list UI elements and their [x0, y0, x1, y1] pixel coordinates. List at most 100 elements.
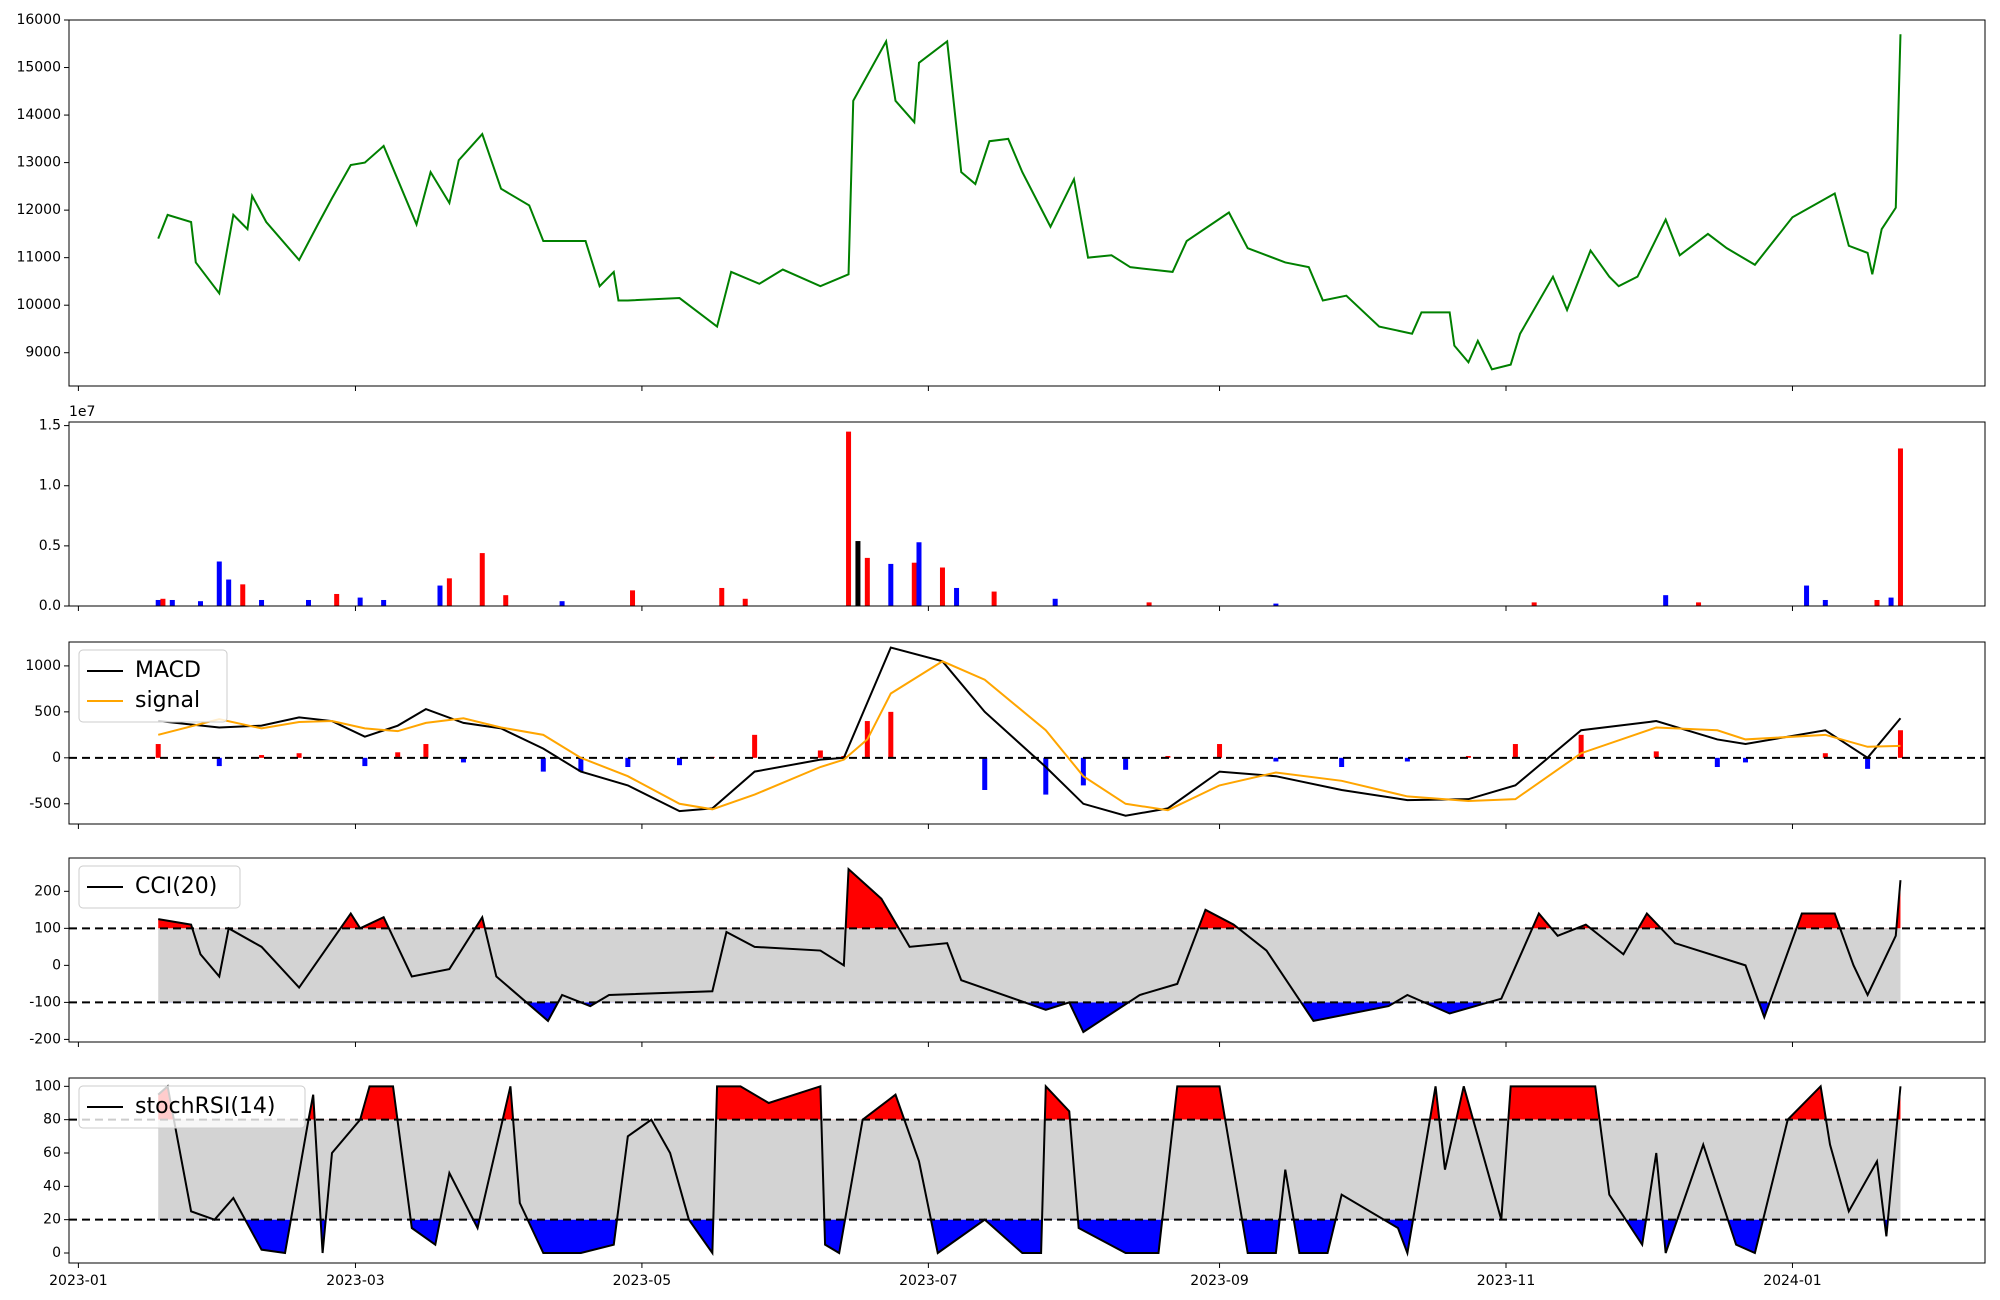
- indicator-line: [158, 866, 1902, 1034]
- axes-frame: [68, 19, 1986, 387]
- histogram-bar: [578, 757, 584, 772]
- histogram-bar: [625, 757, 631, 768]
- neutral-band: [158, 928, 1901, 1003]
- histogram-bar: [817, 750, 823, 758]
- y-tick-label: 500: [34, 704, 61, 720]
- panel: -500 0 500 1000 MACD signal: [25, 641, 1986, 829]
- histogram-bar: [460, 757, 466, 763]
- y-tick-label: 15000: [16, 60, 61, 76]
- volume-bar: [916, 542, 922, 606]
- y-tick-label: 100: [34, 1078, 61, 1094]
- volume-bar: [226, 579, 232, 606]
- y-tick-label: 16000: [16, 12, 61, 28]
- y-tick-label: 0.5: [39, 538, 61, 554]
- volume-bar: [216, 561, 222, 606]
- axes-frame: [68, 1077, 1986, 1264]
- volume-bar: [306, 599, 311, 606]
- histogram-bar: [1714, 757, 1720, 768]
- volume-bar: [864, 557, 870, 606]
- y-tick-label: 60: [43, 1145, 61, 1161]
- histogram-bar: [1865, 757, 1871, 769]
- histogram-bar: [1465, 755, 1471, 758]
- volume-bar: [334, 593, 340, 606]
- y-tick-label: 80: [43, 1112, 61, 1128]
- volume-bar: [357, 597, 363, 606]
- legend: MACD signal: [78, 649, 228, 723]
- price-line: [157, 34, 1902, 371]
- y-tick-label: 20: [43, 1212, 61, 1228]
- volume-bar: [240, 584, 246, 606]
- histogram-bar: [1653, 751, 1659, 758]
- volume-bar: [1822, 599, 1828, 606]
- histogram-bar: [1217, 744, 1223, 758]
- volume-bar: [630, 590, 636, 606]
- histogram-bar: [1578, 734, 1584, 758]
- legend-box: [78, 1085, 306, 1129]
- histogram-bar: [296, 753, 302, 758]
- axes-frame: [68, 421, 1986, 607]
- y-tick-label: 1000: [25, 658, 61, 674]
- volume-bar: [160, 598, 166, 606]
- histogram-bar: [395, 752, 401, 758]
- panel: 9000 10000 11000 12000 13000 14000 15000 16000: [16, 12, 1986, 391]
- plot-area: [157, 34, 1902, 371]
- y-tick-label: 11000: [16, 250, 61, 266]
- histogram-bar: [676, 757, 682, 766]
- indicator-line: [157, 1083, 1902, 1257]
- volume-bar: [1146, 602, 1152, 606]
- legend-box: [78, 649, 228, 723]
- y-tick-label: -100: [29, 994, 61, 1010]
- indicator-line: [158, 646, 1902, 817]
- volume-bar: [846, 431, 852, 606]
- x-tick-label: 2023-03: [326, 1273, 385, 1289]
- histogram-bar: [362, 757, 368, 767]
- panel: 0 20 40 60 80 100 2023-01 2023-03 2023-05 2023-07…: [34, 1077, 1986, 1289]
- plot-area: [69, 1083, 1985, 1257]
- legend-label: signal: [135, 688, 200, 713]
- legend-label: stochRSI(14): [135, 1094, 276, 1119]
- volume-bar: [259, 599, 265, 606]
- legend: stochRSI(14): [78, 1085, 306, 1129]
- axes-frame: [68, 857, 1986, 1043]
- offset-label: 1e7: [69, 404, 95, 420]
- histogram-bar: [540, 757, 546, 772]
- histogram-bar: [752, 734, 758, 758]
- histogram-bar: [1080, 757, 1086, 786]
- y-tick-label: -200: [29, 1031, 61, 1047]
- histogram-bar: [1043, 757, 1049, 795]
- axes-frame: [68, 641, 1986, 825]
- indicator-line: [157, 660, 1901, 812]
- x-tick-label: 2023-07: [899, 1273, 958, 1289]
- volume-bar: [855, 541, 861, 606]
- histogram-bar: [1404, 757, 1410, 762]
- histogram-bar: [1512, 744, 1518, 758]
- x-tick-label: 2023-09: [1190, 1273, 1249, 1289]
- volume-bar: [954, 587, 960, 606]
- histogram-bar: [1339, 757, 1345, 768]
- histogram-bar: [155, 744, 161, 758]
- legend-label: CCI(20): [135, 874, 217, 899]
- volume-bar: [888, 563, 894, 606]
- legend-label: MACD: [135, 658, 201, 683]
- histogram-bar: [259, 755, 265, 758]
- x-tick-label: 2023-11: [1477, 1273, 1536, 1289]
- volume-bar: [479, 553, 485, 606]
- volume-bar: [381, 599, 387, 606]
- plot-area: [155, 431, 1903, 606]
- volume-bar: [1663, 595, 1669, 606]
- legend-box: [78, 865, 241, 909]
- x-tick-label: 2023-01: [49, 1273, 108, 1289]
- volume-bar: [559, 601, 565, 606]
- plot-area: [69, 646, 1985, 817]
- y-tick-label: 0.0: [39, 598, 61, 614]
- plot-area: [69, 866, 1985, 1034]
- y-tick-label: 9000: [25, 345, 61, 361]
- volume-bar: [719, 587, 725, 606]
- histogram-bar: [1743, 757, 1748, 763]
- y-tick-label: 1.5: [39, 418, 61, 434]
- neutral-band: [158, 1119, 1901, 1220]
- y-tick-label: 12000: [16, 202, 61, 218]
- y-tick-label: 100: [34, 920, 61, 936]
